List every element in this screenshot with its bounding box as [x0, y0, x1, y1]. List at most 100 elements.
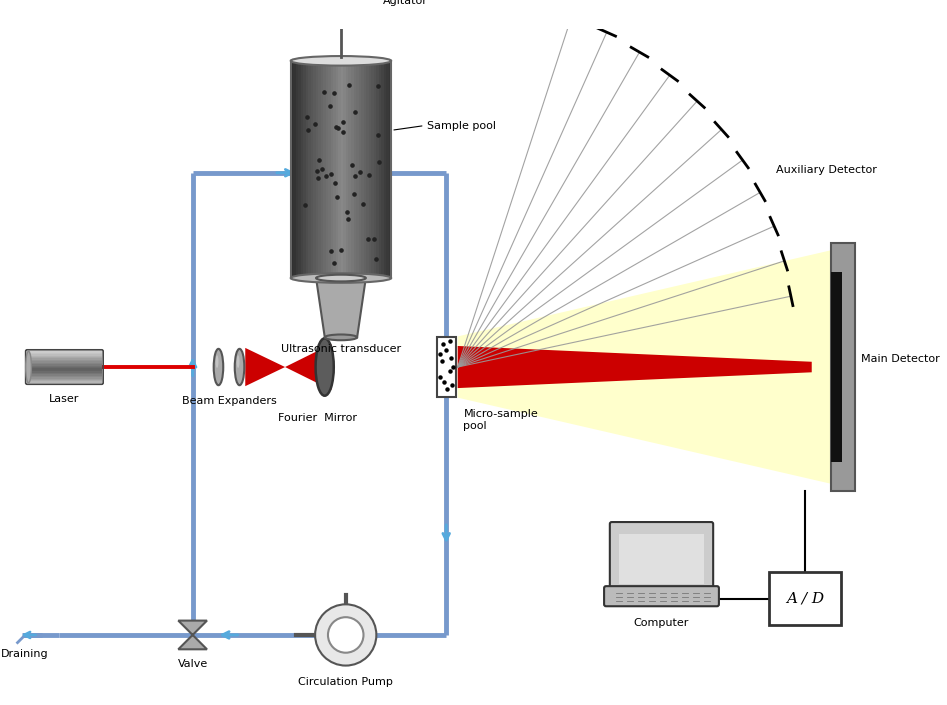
Bar	[326, 61, 329, 278]
Polygon shape	[316, 278, 366, 338]
Bar	[351, 61, 353, 278]
Bar	[27, 366, 101, 367]
Ellipse shape	[318, 338, 331, 396]
Bar	[348, 61, 351, 278]
Bar	[353, 61, 356, 278]
Bar	[291, 61, 294, 278]
Ellipse shape	[214, 349, 223, 385]
Bar	[318, 61, 321, 278]
Ellipse shape	[216, 355, 219, 368]
Text: Fourier  Mirror: Fourier Mirror	[278, 413, 357, 423]
Ellipse shape	[316, 275, 366, 281]
Bar	[27, 370, 101, 372]
Polygon shape	[285, 344, 331, 390]
Ellipse shape	[318, 338, 331, 396]
Ellipse shape	[319, 338, 331, 396]
Text: Main Detector: Main Detector	[861, 355, 939, 364]
Bar	[291, 61, 391, 278]
Bar	[831, 243, 855, 491]
Ellipse shape	[291, 274, 391, 283]
Ellipse shape	[316, 338, 333, 396]
Text: Laser: Laser	[49, 394, 80, 404]
Ellipse shape	[317, 338, 332, 396]
Ellipse shape	[318, 338, 331, 396]
Bar	[27, 352, 101, 354]
Bar	[309, 61, 311, 278]
Ellipse shape	[316, 338, 332, 396]
Ellipse shape	[319, 338, 330, 396]
Bar	[306, 61, 309, 278]
Ellipse shape	[316, 338, 333, 396]
Polygon shape	[245, 348, 285, 386]
Bar	[27, 372, 101, 373]
Bar	[371, 61, 374, 278]
Bar	[361, 61, 364, 278]
Ellipse shape	[317, 338, 332, 396]
Bar	[27, 377, 101, 379]
Ellipse shape	[325, 334, 357, 341]
Text: Beam Expanders: Beam Expanders	[182, 396, 277, 406]
Text: Valve: Valve	[177, 659, 207, 669]
Bar	[619, 534, 704, 584]
Bar	[316, 61, 318, 278]
Bar	[336, 61, 338, 278]
Bar	[323, 61, 326, 278]
Bar	[298, 61, 301, 278]
Bar	[301, 61, 303, 278]
Bar	[356, 61, 359, 278]
Bar	[374, 61, 376, 278]
Ellipse shape	[319, 338, 331, 396]
Bar	[303, 61, 306, 278]
Bar	[331, 61, 333, 278]
Circle shape	[328, 617, 364, 653]
Text: Auxiliary Detector: Auxiliary Detector	[777, 165, 877, 175]
Ellipse shape	[316, 338, 332, 396]
Polygon shape	[457, 346, 812, 388]
Bar	[341, 61, 344, 278]
Bar	[27, 367, 101, 369]
Bar	[294, 61, 295, 278]
Ellipse shape	[235, 349, 244, 385]
Bar	[311, 61, 313, 278]
Text: Micro-sample
pool: Micro-sample pool	[463, 409, 538, 431]
Bar	[338, 61, 341, 278]
Bar	[27, 381, 101, 383]
Bar	[320, 0, 362, 9]
Ellipse shape	[320, 338, 330, 396]
Bar	[359, 61, 361, 278]
Ellipse shape	[319, 338, 330, 396]
Bar	[381, 61, 384, 278]
Bar	[27, 360, 101, 361]
Ellipse shape	[318, 338, 331, 396]
Bar	[27, 364, 101, 366]
Ellipse shape	[317, 338, 332, 396]
Bar	[27, 357, 101, 358]
Bar	[379, 61, 381, 278]
Text: A / D: A / D	[786, 591, 824, 606]
Bar	[366, 61, 368, 278]
Bar	[27, 354, 101, 355]
Bar	[27, 373, 101, 374]
Bar	[376, 61, 379, 278]
Ellipse shape	[318, 338, 331, 396]
Bar	[27, 379, 101, 380]
Bar	[27, 376, 101, 377]
Polygon shape	[457, 250, 831, 484]
Bar	[27, 380, 101, 381]
FancyBboxPatch shape	[604, 586, 719, 606]
Bar	[344, 61, 346, 278]
Bar	[333, 61, 336, 278]
Bar	[27, 351, 101, 352]
Bar	[388, 61, 391, 278]
Ellipse shape	[237, 355, 240, 368]
Ellipse shape	[319, 338, 331, 396]
FancyBboxPatch shape	[769, 572, 841, 625]
Text: Circulation Pump: Circulation Pump	[298, 677, 393, 687]
Ellipse shape	[316, 338, 333, 396]
Bar	[27, 374, 101, 376]
Bar	[27, 369, 101, 370]
Ellipse shape	[315, 338, 333, 396]
Text: Draining: Draining	[1, 649, 49, 659]
FancyBboxPatch shape	[610, 522, 713, 593]
Bar	[313, 61, 316, 278]
